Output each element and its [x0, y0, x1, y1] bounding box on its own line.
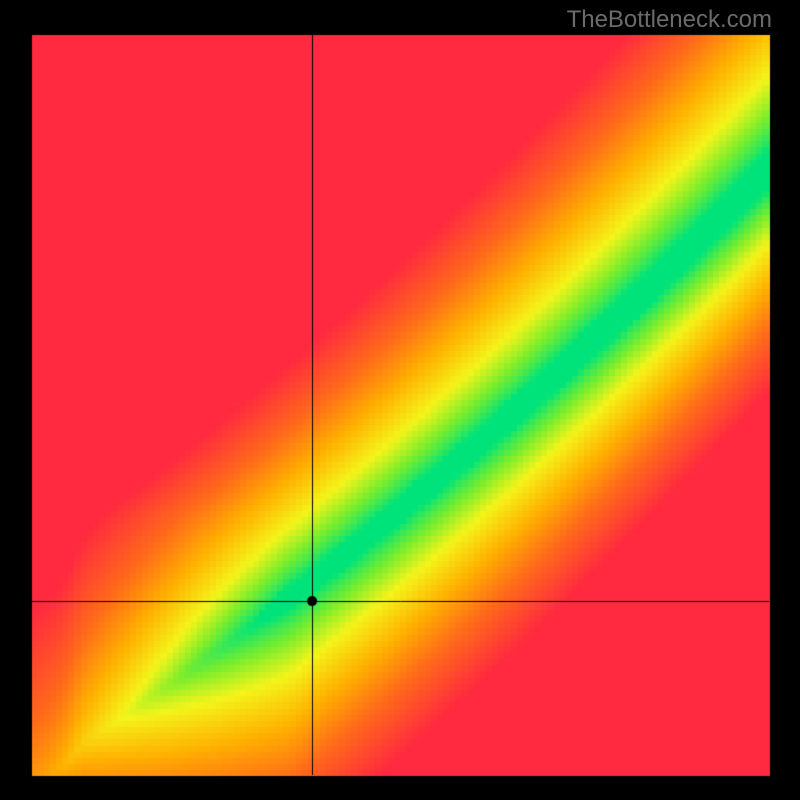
bottleneck-heatmap [0, 0, 800, 800]
watermark-text: TheBottleneck.com [567, 6, 772, 34]
